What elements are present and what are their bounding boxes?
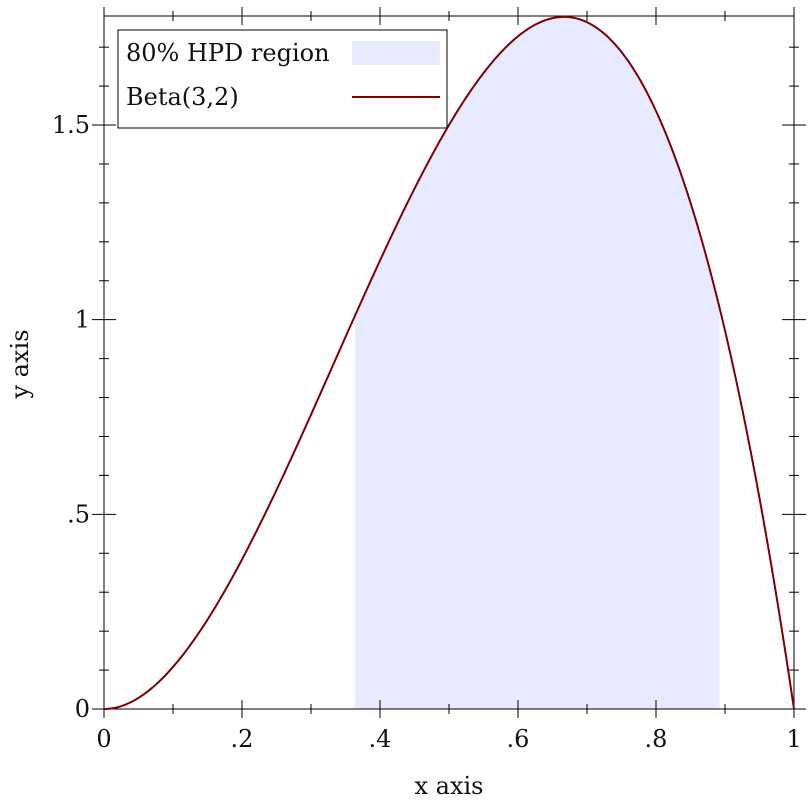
legend-swatch-hpd (352, 41, 440, 65)
legend-label: 80% HPD region (126, 39, 330, 67)
legend-label: Beta(3,2) (126, 83, 239, 111)
x-tick-label: 1 (786, 725, 801, 753)
x-tick-label: 0 (96, 725, 111, 753)
y-tick-label: 1.5 (52, 111, 90, 139)
x-tick-label: .2 (231, 725, 254, 753)
x-tick-label: .6 (507, 725, 530, 753)
y-tick-label: 1 (75, 306, 90, 334)
beta-curve-line (103, 15, 795, 710)
x-ticks: 0 .2 .4 .6 .8 1 (96, 7, 802, 753)
x-tick-label: .4 (369, 725, 392, 753)
hpd-region-layer (355, 16, 720, 710)
legend: 80% HPD region Beta(3,2) (117, 29, 448, 129)
beta-curve-layer (103, 15, 795, 710)
x-tick-label: .8 (645, 725, 668, 753)
x-axis-label: x axis (415, 772, 484, 800)
y-tick-label: .5 (67, 500, 90, 528)
y-tick-label: 0 (75, 695, 90, 723)
hpd-region-area (355, 16, 720, 710)
y-axis-label: y axis (6, 329, 34, 399)
